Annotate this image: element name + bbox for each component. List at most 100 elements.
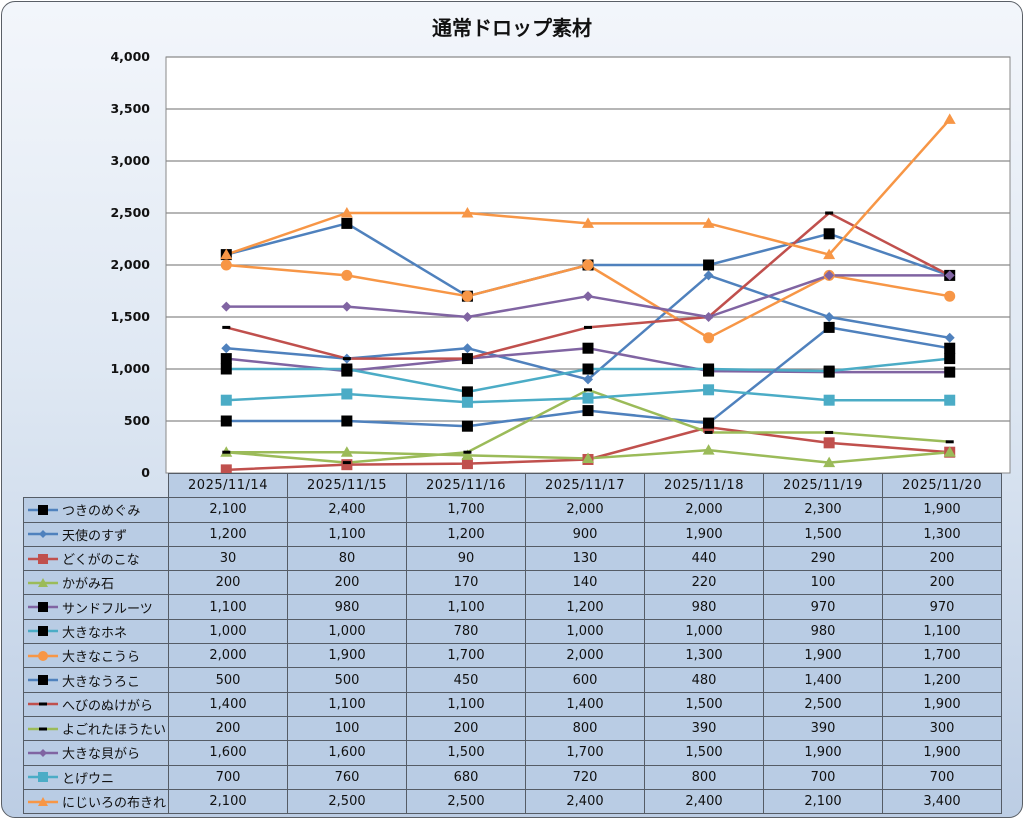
data-label: 80 — [287, 545, 407, 572]
x-tick-label: 2025/11/15 — [287, 472, 407, 499]
data-label: 170 — [406, 570, 526, 596]
data-point-s2-6 — [824, 312, 835, 322]
data-point-s3-2 — [341, 459, 353, 471]
data-label: 200 — [168, 570, 288, 596]
data-label: 1,500 — [644, 691, 764, 717]
data-label: 2,000 — [644, 497, 764, 523]
data-point-s8-4 — [582, 405, 594, 417]
data-label: 1,700 — [882, 643, 1002, 669]
data-point-s11-7 — [944, 270, 955, 281]
data-point-s12-3 — [461, 396, 473, 408]
data-label: 1,900 — [644, 521, 764, 547]
data-point-s2-7 — [944, 332, 955, 343]
data-label: 2,500 — [406, 788, 526, 815]
data-point-s4-6 — [823, 456, 836, 468]
data-point-s3-3 — [461, 458, 473, 470]
data-label: 700 — [168, 764, 288, 790]
data-label: 1,700 — [525, 740, 645, 766]
legend-entry: よごれたほうたい — [23, 715, 169, 742]
data-point-s11-5 — [703, 312, 714, 322]
series-name: どくがのこな — [62, 553, 140, 569]
data-point-s7-3 — [461, 290, 473, 302]
data-label: 2,500 — [763, 691, 883, 717]
data-point-s6-5 — [703, 363, 715, 375]
data-label: 200 — [168, 715, 288, 742]
data-point-s2-5 — [703, 270, 714, 281]
data-label: 2,100 — [763, 788, 883, 815]
legend-key-icon — [28, 772, 58, 783]
data-point-s9-1 — [222, 325, 231, 329]
y-tick-label: 4,000 — [110, 49, 150, 64]
legend-key-icon — [28, 702, 58, 706]
x-tick-label: 2025/11/14 — [168, 472, 288, 499]
data-label: 800 — [644, 764, 764, 790]
data-label: 1,700 — [406, 643, 526, 669]
data-point-s10-1 — [222, 450, 231, 454]
table-row: 大きな貝がら 1,600 1,600 1,500 1,700 1,500 1,900 1,90… — [23, 740, 1002, 766]
legend-key-icon — [28, 796, 58, 806]
data-point-s11-4 — [583, 291, 593, 302]
y-tick-label: 3,500 — [110, 101, 150, 116]
legend-entry: にじいろの布きれ — [23, 788, 169, 815]
data-point-s9-2 — [342, 357, 351, 361]
x-tick-label: 2025/11/20 — [882, 472, 1002, 499]
data-label: 390 — [644, 715, 764, 742]
data-label: 2,100 — [168, 497, 288, 523]
y-tick-label: 2,000 — [110, 257, 150, 272]
data-label: 2,100 — [168, 788, 288, 815]
data-label: 450 — [406, 667, 526, 693]
data-label: 1,900 — [882, 497, 1002, 523]
series-name: 大きな貝がら — [62, 747, 141, 763]
data-label: 800 — [525, 715, 645, 742]
data-label: 200 — [882, 545, 1002, 572]
y-tick-label: 2,500 — [110, 205, 150, 220]
data-point-s7-2 — [341, 269, 353, 281]
x-tick-label: 2025/11/18 — [644, 472, 764, 499]
data-label: 760 — [287, 764, 407, 790]
data-point-s5-4 — [582, 342, 594, 354]
x-tick-label: 2025/11/16 — [406, 472, 526, 499]
data-label: 1,100 — [168, 594, 288, 620]
data-point-s13-1 — [220, 248, 233, 260]
data-point-s2-3 — [462, 343, 473, 354]
legend-entry: 大きなホネ — [23, 618, 169, 645]
data-label: 300 — [882, 715, 1002, 742]
data-label: 1,300 — [644, 643, 764, 669]
series-name: かがみ石 — [62, 577, 115, 593]
data-label: 1,400 — [168, 691, 288, 717]
table-row: サンドフルーツ 1,100 980 1,100 1,200 980 970 970 — [23, 594, 1002, 620]
data-point-s4-3 — [461, 449, 474, 460]
legend-entry: 大きなこうら — [23, 643, 169, 669]
data-label: 1,600 — [168, 740, 288, 766]
data-point-s4-2 — [340, 446, 353, 457]
x-tick-label: 2025/11/17 — [525, 472, 645, 499]
data-label: 900 — [525, 521, 645, 547]
data-table: 2025/11/14 2025/11/15 2025/11/16 2025/11/17… — [23, 472, 1002, 815]
series-name: つきのめぐみ — [62, 504, 141, 520]
y-tick-label: 500 — [124, 413, 150, 428]
legend-entry: かがみ石 — [23, 570, 169, 596]
data-label: 720 — [525, 764, 645, 790]
data-label: 1,100 — [287, 521, 407, 547]
data-point-s7-4 — [582, 259, 594, 271]
data-label: 2,500 — [287, 788, 407, 815]
data-label: 200 — [287, 570, 407, 596]
data-point-s1-5 — [703, 259, 715, 271]
data-point-s8-6 — [823, 321, 835, 333]
data-label: 2,400 — [644, 788, 764, 815]
data-label: 1,200 — [168, 521, 288, 547]
data-label: 200 — [882, 570, 1002, 596]
data-point-s12-4 — [582, 392, 594, 404]
table-row: かがみ石 200 200 170 140 220 100 200 — [23, 570, 1002, 596]
data-point-s13-4 — [582, 217, 594, 228]
data-label: 1,000 — [525, 618, 645, 645]
data-label: 200 — [406, 715, 526, 742]
data-label: 1,200 — [882, 667, 1002, 693]
data-point-s5-1 — [220, 353, 232, 365]
table-row: 大きなこうら 2,000 1,900 1,700 2,000 1,300 1,900 1,70… — [23, 643, 1002, 669]
table-row: 大きなホネ 1,000 1,000 780 1,000 1,000 980 1,100 — [23, 618, 1002, 645]
data-point-s7-7 — [944, 290, 956, 302]
data-point-s13-3 — [461, 207, 474, 218]
series-name: にじいろの布きれ — [62, 796, 167, 811]
series-name: とげウニ — [62, 771, 115, 787]
